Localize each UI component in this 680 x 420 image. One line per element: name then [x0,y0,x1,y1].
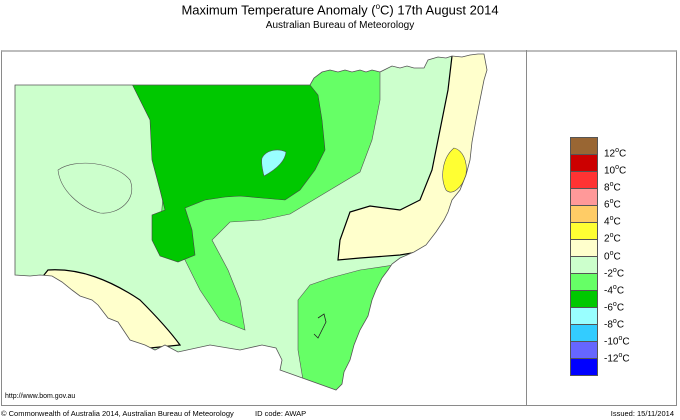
legend-label: 0oC [604,250,621,263]
legend-swatch [570,172,598,189]
id-code: ID code: AWAP [255,409,307,418]
source-url[interactable]: http://www.bom.gov.au [5,393,76,400]
legend-label: 2oC [604,232,621,245]
copyright-notice: © Commonwealth of Australia 2014, Austra… [1,409,234,418]
legend-label: 10oC [604,164,627,177]
zone-2-4 [442,147,467,193]
legend-label: 8oC [604,181,621,194]
legend-swatch [570,257,598,274]
legend-swatch [570,359,598,376]
map-frame [1,50,677,406]
zone-minus8-minus6 [261,149,287,177]
legend-label: 12oC [604,147,627,160]
legend-label: -2oC [604,267,625,280]
legend-label: -4oC [604,284,625,297]
legend-label: -8oC [604,318,625,331]
legend-swatch [570,137,598,155]
map-subtitle: Australian Bureau of Meteorology [265,20,415,31]
legend-swatch [570,291,598,308]
legend-swatch [570,308,598,325]
legend-swatch [570,342,598,359]
legend-label: -12oC [604,352,630,365]
issued-date: Issued: 15/11/2014 [610,409,674,418]
legend-label: 4oC [604,215,621,228]
nsw-border [14,53,488,391]
zone-minus6-minus4 [129,79,326,263]
zone-minus2-0-far-west [57,162,132,214]
legend-label: -6oC [604,301,625,314]
legend [570,137,598,376]
legend-swatch [570,189,598,206]
legend-label: -10oC [604,335,630,348]
legend-swatch [570,240,598,257]
legend-swatch [570,274,598,291]
legend-swatch [570,206,598,223]
zone-minus4-minus2-southeast [297,264,401,390]
legend-swatch [570,155,598,172]
act-border [313,313,327,339]
legend-swatch [570,223,598,240]
legend-label: 6oC [604,198,621,211]
legend-swatch [570,325,598,342]
map-title: Maximum Temperature Anomaly (oC) 17th Au… [181,2,499,18]
zone-minus2-0-west [15,200,215,330]
legend-divider [526,50,527,406]
